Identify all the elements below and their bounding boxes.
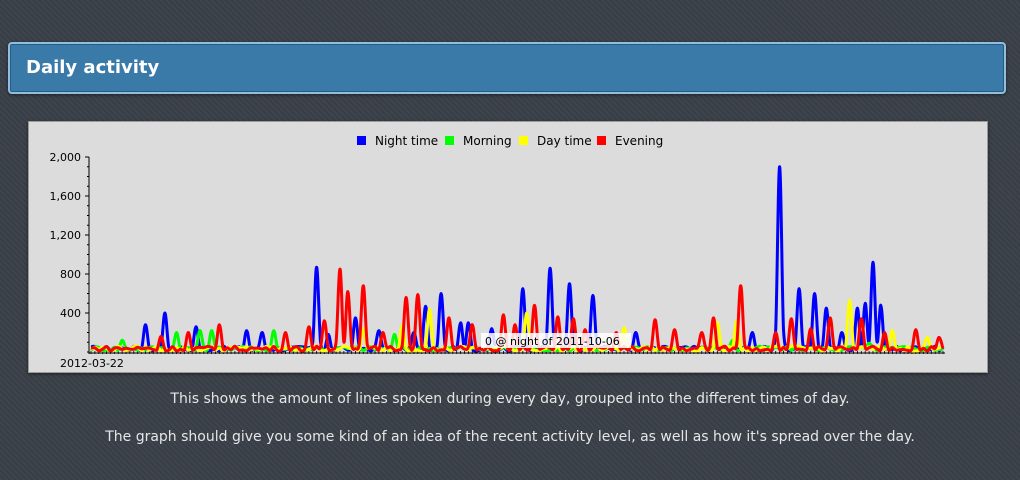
legend-label-1: Morning [463, 134, 512, 148]
legend-swatch-2 [519, 136, 528, 145]
y-tick-label-2: 1,200 [50, 229, 82, 242]
series-line-3[interactable] [90, 267, 945, 353]
plot-area[interactable] [89, 165, 945, 353]
legend-swatch-3 [597, 136, 606, 145]
legend-swatch-1 [445, 136, 454, 145]
y-tick-label-3: 800 [60, 268, 81, 281]
tooltip-box [481, 333, 631, 348]
tooltip-text: 0 @ night of 2011-10-06 [485, 335, 620, 348]
y-tick-label-1: 1,600 [50, 190, 82, 203]
legend-label-3: Evening [615, 134, 663, 148]
chart-legend: Night time Morning Day time Evening [357, 134, 663, 148]
chart-panel: Night time Morning Day time Evening 2,000 1,… [28, 121, 988, 373]
legend-label-0: Night time [375, 134, 438, 148]
page-title: Daily activity [26, 57, 160, 78]
page-header: Daily activity [8, 42, 1006, 94]
y-tick-label-4: 400 [60, 307, 81, 320]
y-tick-label-0: 2,000 [50, 151, 82, 164]
description-1: This shows the amount of lines spoken du… [170, 391, 850, 407]
y-axis: 2,000 1,600 1,200 800 400 [50, 151, 90, 354]
legend-swatch-0 [357, 136, 366, 145]
description-2: The graph should give you some kind of a… [105, 429, 915, 445]
x-axis: 2012-03-22 [60, 351, 945, 370]
x-start-label: 2012-03-22 [60, 357, 124, 370]
chart-tooltip: 0 @ night of 2011-10-06 [481, 333, 631, 348]
activity-chart: Night time Morning Day time Evening 2,000 1,… [50, 134, 945, 370]
legend-label-2: Day time [537, 134, 592, 148]
